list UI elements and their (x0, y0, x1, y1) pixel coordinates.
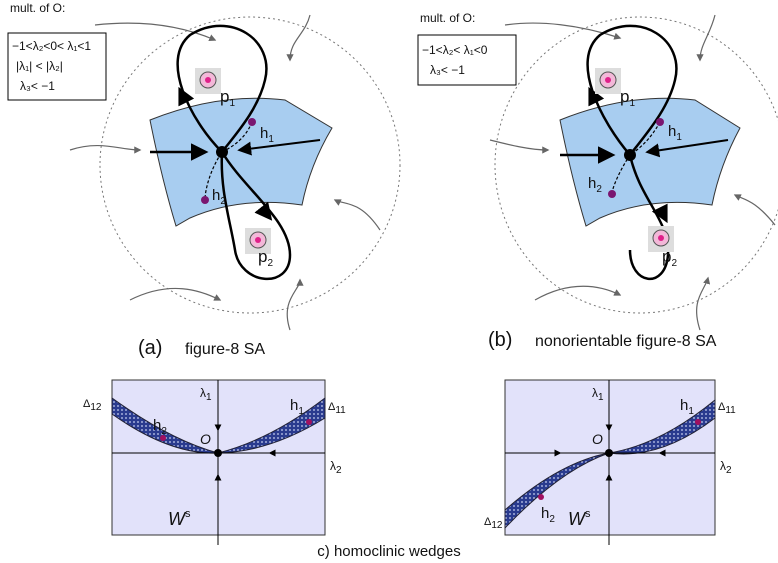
caption-letter: (a) (138, 337, 162, 359)
label-part: h (290, 397, 298, 414)
label-part: 2 (596, 184, 602, 195)
panel-b: p1 h1 h2 p2 mult. of O: −1<λ₂< λ₁<0 λ₃< … (418, 11, 778, 351)
caption: nonorientable figure-8 SA (535, 333, 717, 350)
wedge-a: Δ12 Δ11 λ1 λ2 h1 h2 O Ws (83, 380, 346, 545)
label-p1: p1 (620, 87, 635, 109)
flow-arrow (287, 280, 300, 330)
point-h1 (248, 118, 256, 126)
label-p2: p2 (258, 247, 273, 269)
label-part: 1 (598, 392, 604, 403)
label-part: h (541, 505, 549, 522)
label-part: 2 (267, 258, 273, 269)
label-part: 1 (629, 98, 635, 109)
label-part: 11 (335, 405, 346, 416)
panel-a: p1 h1 h2 p2 mult. of O: −1<λ₂<0< λ₁<1 |λ… (8, 1, 400, 359)
flow-arrow (130, 288, 220, 300)
label-origin: O (592, 431, 603, 447)
label-part: h (212, 187, 220, 204)
label-delta12: Δ12 (484, 516, 503, 531)
box-title: mult. of O: (10, 1, 65, 15)
point-h2 (538, 494, 544, 500)
point-h1 (656, 118, 664, 126)
label-part: p (220, 87, 229, 106)
flow-arrow (697, 278, 708, 330)
box-line: |λ₁| < |λ₂| (16, 59, 63, 73)
label-part: s (585, 508, 591, 520)
box-line: −1<λ₂<0< λ₁<1 (12, 39, 91, 53)
flow-arrow (735, 195, 775, 225)
label-part: s (185, 508, 191, 520)
label-part: 1 (298, 406, 304, 417)
origin-point (605, 449, 613, 457)
flow-arrow (490, 140, 548, 150)
label-part: 1 (206, 392, 212, 403)
origin-point (214, 449, 222, 457)
label-part: 2 (726, 465, 732, 476)
label-delta11: Δ11 (328, 401, 346, 416)
label-part: p (258, 247, 267, 266)
flow-arrow (335, 200, 380, 230)
wedge-b: Δ12 Δ11 λ1 λ2 h1 h2 O Ws (484, 380, 736, 545)
caption-letter: (b) (488, 329, 512, 351)
flow-arrow (70, 146, 140, 150)
label-part: 12 (90, 402, 102, 413)
point-h2 (201, 196, 209, 204)
label-p2: p2 (662, 247, 677, 269)
caption: figure-8 SA (185, 341, 265, 358)
point-h1 (695, 419, 701, 425)
focus-p1-core (205, 77, 211, 83)
label-lambda2: λ2 (330, 459, 342, 476)
label-part: h (680, 397, 688, 414)
label-part: 2 (671, 258, 677, 269)
label-delta11: Δ11 (718, 401, 736, 416)
figure: p1 h1 h2 p2 mult. of O: −1<λ₂<0< λ₁<1 |λ… (0, 0, 778, 563)
surface (150, 98, 332, 226)
label-part: p (662, 247, 671, 266)
flow-arrow (535, 286, 620, 300)
focus-p2-core (658, 235, 664, 241)
label-p1: p1 (220, 87, 235, 109)
label-part: 2 (549, 514, 555, 525)
label-origin: O (200, 431, 211, 447)
focus-p1-core (605, 77, 611, 83)
box-line: −1<λ₂< λ₁<0 (422, 43, 488, 57)
orbit-arrow (660, 208, 666, 220)
box-line: λ₃< −1 (20, 79, 55, 93)
label-part: 1 (229, 98, 235, 109)
label-part: h (668, 123, 676, 140)
box-title: mult. of O: (420, 11, 475, 25)
label-part: 2 (336, 465, 342, 476)
label-part: h (260, 125, 268, 142)
focus-p2-core (255, 237, 261, 243)
label-part: 2 (220, 196, 226, 207)
caption-c: c) homoclinic wedges (317, 543, 460, 560)
label-part: 11 (725, 405, 736, 416)
page: p1 h1 h2 p2 mult. of O: −1<λ₂<0< λ₁<1 |λ… (0, 0, 778, 563)
label-part: 2 (161, 426, 167, 437)
saddle-o (216, 146, 228, 158)
point-h2 (608, 190, 616, 198)
label-delta12: Δ12 (83, 398, 102, 413)
label-part: h (588, 175, 596, 192)
point-h1 (306, 419, 312, 425)
label-part: p (620, 87, 629, 106)
label-part: 12 (491, 520, 503, 531)
label-part: 1 (676, 132, 682, 143)
label-part: h (153, 417, 161, 434)
saddle-o (624, 149, 636, 161)
surface (560, 98, 740, 226)
label-part: 1 (688, 406, 694, 417)
box-line: λ₃< −1 (430, 63, 465, 77)
flow-arrow (290, 15, 310, 60)
label-part: 1 (268, 134, 274, 145)
label-lambda2: λ2 (720, 459, 732, 476)
flow-arrow (505, 23, 620, 38)
